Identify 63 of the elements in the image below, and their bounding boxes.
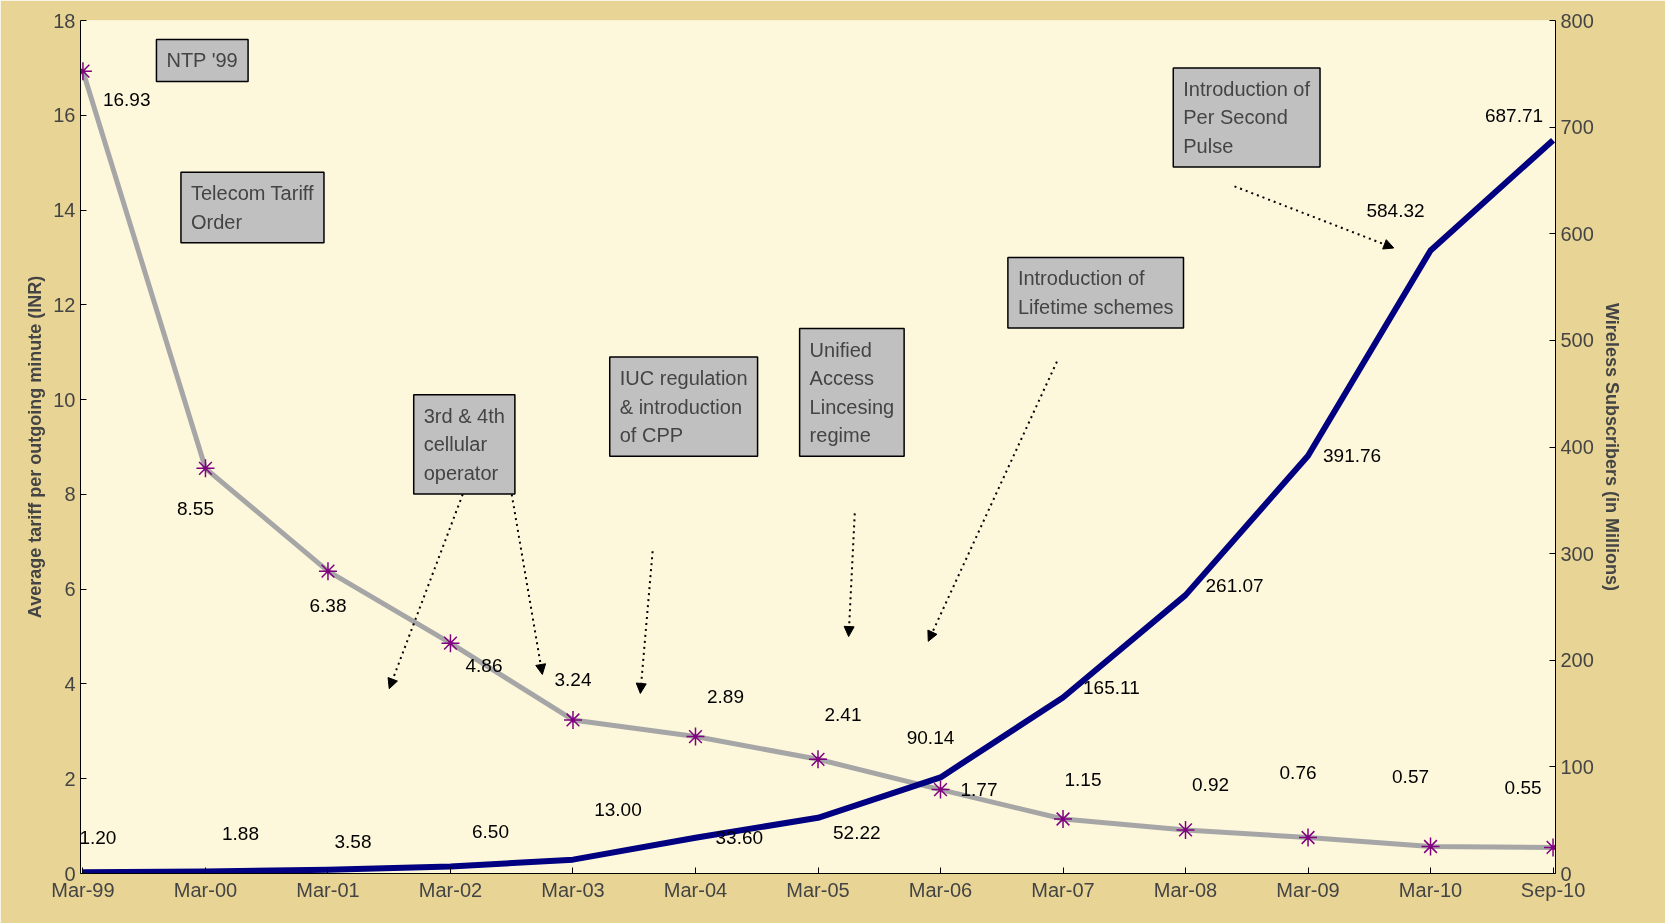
annotation: Introduction of Per Second Pulse — [1183, 77, 1311, 158]
data-label: 165.11 — [1083, 676, 1140, 698]
y2-axis-title: Wireless Subscribers (in Millions) — [1601, 303, 1622, 591]
x-tick-label: Mar-04 — [663, 878, 728, 901]
y2-tick-label: 200 — [1560, 649, 1594, 672]
x-tick-label: Mar-05 — [786, 878, 850, 901]
data-label: 2.89 — [707, 686, 744, 708]
data-label: 2.41 — [824, 703, 862, 725]
y2-tick-label: 800 — [1560, 9, 1594, 32]
data-label: 261.07 — [1205, 574, 1264, 596]
x-tick-label: Mar-01 — [296, 878, 360, 901]
data-label: 0.76 — [1279, 761, 1317, 783]
data-label: 52.22 — [833, 822, 881, 844]
y-tick-label: 4 — [64, 672, 76, 695]
data-label: 1.15 — [1064, 768, 1102, 790]
x-tick-label: Mar-06 — [908, 878, 973, 901]
y-tick-label: 18 — [53, 9, 76, 32]
y2-tick-label: 600 — [1560, 222, 1594, 245]
data-label: 6.38 — [309, 594, 347, 616]
y-axis-title: Average tariff per outgoing minute (INR) — [25, 275, 46, 619]
annotation: Introduction of Lifetime schemes — [1017, 267, 1174, 319]
y-tick-label: 14 — [53, 199, 76, 222]
y2-tick-label: 400 — [1560, 436, 1594, 458]
y-tick-label: 6 — [64, 578, 76, 601]
data-label: 6.50 — [471, 821, 509, 843]
data-label: 33.60 — [715, 827, 764, 849]
data-label: 0.55 — [1504, 776, 1542, 798]
y2-tick-label: 700 — [1560, 116, 1594, 139]
x-tick-label: Mar-08 — [1153, 878, 1218, 901]
data-label: 1.20 — [79, 826, 117, 848]
x-tick-label: Mar-02 — [418, 878, 483, 901]
annotation: 3rd & 4th cellular operator — [423, 404, 505, 485]
y2-tick-label: 300 — [1560, 542, 1594, 565]
annotation: Telecom Tariff Order — [190, 182, 315, 233]
data-label: 13.00 — [594, 799, 642, 821]
x-tick-label: Mar-00 — [173, 878, 238, 901]
y-tick-label: 8 — [64, 483, 76, 506]
y-tick-label: 2 — [64, 767, 76, 790]
data-label: 3.58 — [334, 831, 372, 853]
data-label: 90.14 — [906, 726, 955, 748]
data-label: 687.71 — [1484, 104, 1544, 126]
data-label: 8.55 — [176, 497, 214, 519]
data-label: 391.76 — [1323, 445, 1382, 467]
y2-tick-label: 500 — [1560, 329, 1594, 352]
data-label: 0.92 — [1192, 774, 1230, 796]
x-tick-label: Mar-03 — [541, 878, 605, 901]
annotation: Unified Access Lincesing regime — [809, 338, 895, 447]
annotation: IUC regulation & introduction of CPP — [619, 366, 748, 447]
data-label: 1.88 — [221, 823, 259, 844]
x-tick-label: Mar-07 — [1031, 878, 1095, 901]
annotation: NTP '99 — [166, 49, 238, 72]
data-label: 16.93 — [102, 88, 151, 110]
y-tick-label: 10 — [53, 388, 76, 411]
y2-tick-label: 100 — [1560, 755, 1594, 778]
data-label: 3.24 — [554, 669, 592, 691]
y-tick-label: 12 — [53, 293, 76, 316]
data-label: 1.77 — [960, 779, 998, 801]
data-label: 584.32 — [1366, 199, 1425, 221]
data-label: 4.86 — [465, 654, 503, 676]
x-tick-label: Mar-10 — [1398, 878, 1463, 901]
x-tick-label: Mar-09 — [1276, 878, 1340, 901]
y-tick-label: 16 — [53, 104, 76, 127]
data-label: 0.57 — [1392, 765, 1430, 787]
